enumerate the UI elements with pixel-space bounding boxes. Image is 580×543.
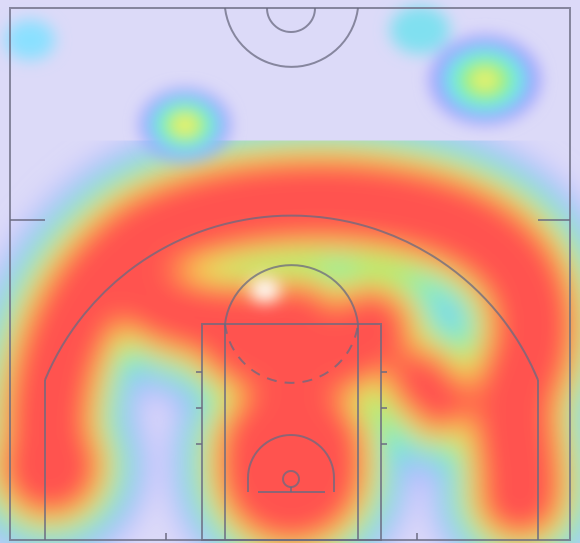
heat-spot bbox=[172, 114, 198, 136]
free-throw-circle-bottom bbox=[224, 323, 359, 384]
heat-band bbox=[11, 163, 570, 531]
center-circle bbox=[224, 7, 359, 68]
heat-spots bbox=[5, 6, 540, 302]
heat-layers bbox=[0, 108, 580, 543]
heat-spot bbox=[250, 278, 280, 302]
restricted-area bbox=[247, 434, 335, 492]
three-point-arc bbox=[44, 214, 539, 381]
heat-band bbox=[395, 355, 465, 425]
heat-spot bbox=[390, 6, 450, 54]
center-circle-inner bbox=[266, 7, 316, 33]
paint-outer bbox=[201, 323, 382, 541]
court-lines bbox=[9, 7, 571, 541]
heat-spot bbox=[5, 20, 55, 60]
heat-spot bbox=[471, 68, 499, 92]
free-throw-circle-top bbox=[224, 264, 359, 325]
